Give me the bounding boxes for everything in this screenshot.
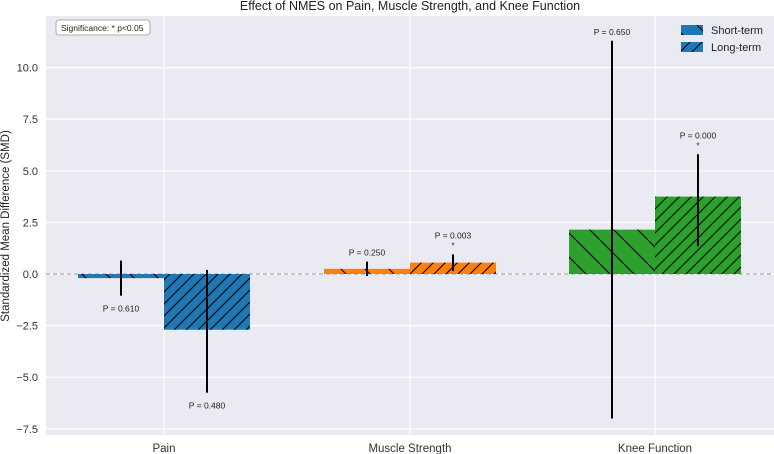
legend-swatch-hatch (681, 25, 703, 35)
legend: Short-term Long-term (681, 25, 763, 54)
chart-title: Effect of NMES on Pain, Muscle Strength,… (240, 0, 580, 13)
legend-label: Long-term (711, 42, 761, 54)
p-value-annotations: P = 0.610 P = 0.250 P = 0.650 P = 0.480 P = … (103, 27, 717, 411)
p-value-label: P = 0.480 (189, 401, 226, 411)
significance-box: Significance: * p<0.05 (55, 19, 151, 36)
y-axis-label: Standardized Mean Difference (SMD) (0, 130, 12, 322)
significance-marker: * (696, 140, 700, 150)
x-tick-labels: Pain Muscle Strength Knee Function (152, 443, 692, 454)
svg-text:Significance: * p<0.05: Significance: * p<0.05 (61, 23, 144, 33)
p-value-label: P = 0.003 (435, 230, 472, 240)
y-tick-label: 2.5 (23, 217, 38, 229)
y-tick-labels: −7.5 −5.0 −2.5 0.0 2.5 5.0 7.5 10.0 (16, 63, 38, 436)
error-bars (120, 40, 699, 419)
p-value-label: P = 0.000 (680, 130, 717, 140)
y-tick-label: 5.0 (23, 166, 38, 178)
y-tick-label: −7.5 (16, 424, 38, 436)
y-tick-label: −2.5 (16, 321, 38, 333)
p-value-label: P = 0.250 (349, 248, 386, 258)
x-tick-label: Knee Function (618, 443, 692, 454)
y-tick-label: 7.5 (23, 114, 38, 126)
x-tick-label: Pain (152, 443, 175, 454)
significance-marker: * (451, 240, 455, 250)
y-tick-label: 10.0 (17, 63, 38, 75)
p-value-label: P = 0.610 (103, 304, 140, 314)
legend-swatch-hatch (681, 42, 703, 52)
y-tick-label: −5.0 (16, 372, 38, 384)
y-tick-label: 0.0 (23, 269, 38, 281)
p-value-label: P = 0.650 (594, 27, 631, 37)
legend-label: Short-term (711, 25, 763, 37)
x-tick-label: Muscle Strength (368, 443, 451, 454)
